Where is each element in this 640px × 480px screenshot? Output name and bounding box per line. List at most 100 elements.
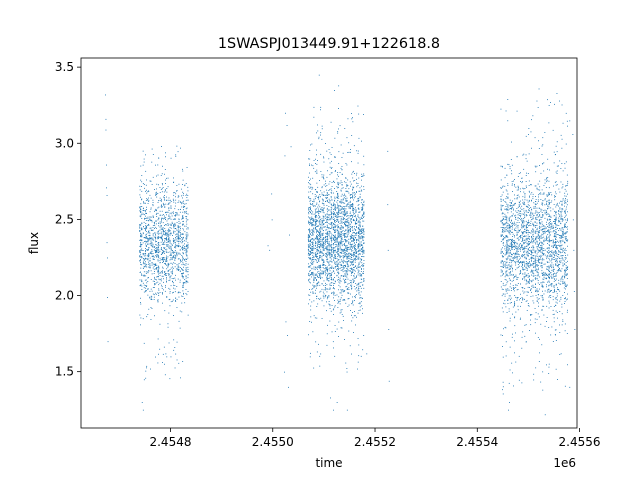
data-point [317,262,318,263]
data-point [176,222,178,223]
data-point [315,277,317,278]
data-point [363,230,364,232]
data-point [334,213,336,215]
data-point [329,304,331,305]
data-point [149,265,151,267]
data-point [524,324,526,326]
data-point [159,273,161,274]
data-point [361,176,362,177]
data-point [511,264,513,266]
data-point [140,297,141,299]
data-point [346,212,348,214]
data-point [536,188,538,190]
data-point [524,199,526,201]
data-point [313,205,315,206]
data-point [342,300,344,301]
data-point [329,249,331,251]
data-point [185,261,187,262]
data-point [539,276,541,278]
data-point [337,172,339,173]
data-point [322,210,324,212]
data-point [143,158,145,160]
data-point [151,308,153,309]
data-point [363,278,365,280]
data-point [508,254,510,256]
data-point [173,284,174,286]
data-point [344,234,345,236]
data-point [352,247,353,249]
data-point [525,224,527,226]
data-point [333,252,335,254]
data-point [317,237,318,239]
data-point [525,263,527,264]
data-point [362,199,363,201]
data-point [511,280,513,282]
data-point [143,263,145,265]
data-point [338,226,339,227]
data-point [175,154,177,156]
data-point [156,249,157,251]
data-point [329,275,331,277]
data-point [332,223,334,225]
data-point [329,257,331,259]
data-point [360,278,362,280]
data-point [362,298,363,299]
data-point [531,285,533,287]
data-point [353,275,354,277]
data-point [151,237,153,239]
data-point [320,230,322,232]
data-point [363,114,364,115]
data-point [317,219,319,221]
data-point [185,270,187,272]
data-point [553,280,555,282]
data-point [333,294,335,296]
data-point [182,223,184,225]
data-point [321,228,323,230]
data-point [182,269,184,271]
data-point [312,284,314,286]
data-point [160,241,162,243]
data-point [512,238,513,240]
data-point [161,272,163,274]
data-point [157,231,159,232]
data-point [363,228,365,230]
data-point [139,207,141,209]
data-point [157,193,159,194]
data-point [346,221,348,222]
data-point [143,260,145,261]
data-point [183,263,184,265]
data-point [173,282,174,284]
data-point [336,219,338,221]
data-point [346,205,348,207]
data-point [536,211,538,213]
data-point [170,252,172,254]
data-point [158,353,159,355]
data-point [308,248,309,250]
data-point [307,236,309,238]
data-point [178,296,180,298]
data-point [355,209,357,211]
data-point [508,277,510,279]
data-point [177,230,179,232]
data-point [358,232,360,234]
data-point [360,291,362,293]
data-point [159,323,161,325]
data-point [156,212,158,214]
data-point [309,255,311,256]
data-point [556,248,558,250]
data-point [171,211,173,213]
data-point [548,223,550,225]
data-point [339,301,341,302]
data-point [155,223,157,225]
data-point [338,248,340,250]
data-point [325,255,326,257]
data-point [355,297,356,299]
data-point [311,232,313,233]
data-point [360,207,362,209]
data-point [183,220,184,222]
data-point [316,317,318,319]
data-point [508,289,510,291]
data-point [157,174,159,176]
data-point [340,259,342,261]
data-point [549,245,550,247]
